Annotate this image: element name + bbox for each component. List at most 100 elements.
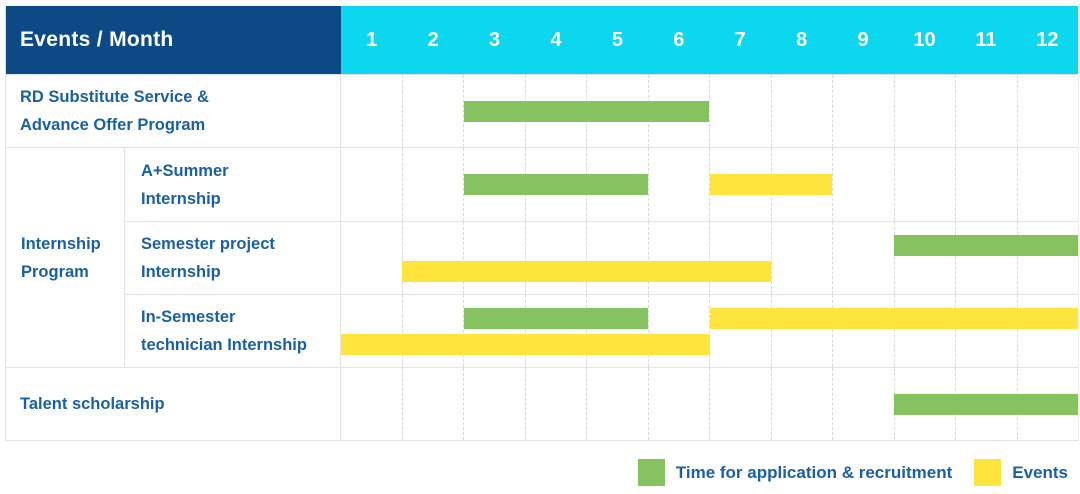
talent-scholarship-label-line: Talent scholarship — [20, 395, 165, 413]
bar-lanes — [341, 148, 1078, 221]
schedule-row-talent-scholarship: Talent scholarship — [6, 367, 1078, 440]
month-header-11: 11 — [975, 28, 997, 51]
month-cell-12 — [1016, 222, 1079, 294]
application-bar-months-10-12 — [893, 393, 1078, 415]
schedule-row-in-semester-technician-internship: In-Semester technician Internship — [125, 294, 1078, 367]
month-cell-11 — [955, 222, 1017, 294]
month-cell-7 — [709, 295, 771, 367]
events-month-header: Events / Month — [6, 6, 341, 74]
bar-lane — [341, 260, 1078, 282]
schedule-row-semester-project-internship: Semester project Internship — [125, 221, 1078, 294]
bar-lane — [341, 174, 1078, 195]
legend-label-event: Events — [1012, 462, 1068, 482]
a-summer-internship-label-line: Internship — [141, 189, 221, 208]
schedule-row-rd-substitute-service-advance-offer-program: RD Substitute Service & Advance Offer Pro… — [6, 74, 1078, 147]
month-header-9: 9 — [857, 28, 869, 51]
month-cell-9 — [832, 148, 894, 221]
month-grid-semester-project-internship — [341, 222, 1078, 294]
group-label-internship-program: Internship Program — [6, 148, 125, 367]
application-bar-months-3-5 — [463, 174, 649, 195]
rd-substitute-service-advance-offer-program-label-line: RD Substitute Service & — [20, 88, 209, 106]
bar-lanes — [341, 295, 1078, 367]
row-label-semester-project-internship: Semester project Internship — [125, 222, 341, 294]
bar-lanes — [341, 75, 1078, 147]
month-grid-a-summer-internship — [341, 148, 1078, 221]
month-cell-8 — [770, 75, 833, 147]
month-header-10: 10 — [913, 28, 936, 51]
application-bar-months-3-5 — [463, 307, 649, 329]
table-header-row: Events / Month 1 2 3 4 5 6 7 8 9 10 11 12 — [6, 6, 1078, 74]
schedule-group-internship-program: Internship Program A+Summer Internship Semes… — [6, 147, 1078, 367]
month-header-7: 7 — [734, 28, 746, 51]
month-cell-11 — [955, 75, 1017, 147]
month-header-2: 2 — [427, 28, 439, 51]
month-cell-6 — [647, 222, 710, 294]
internship-program-label-line: Internship — [21, 234, 101, 253]
month-cell-4 — [524, 368, 587, 440]
legend-swatch-application — [637, 459, 665, 486]
month-header-1: 1 — [366, 28, 378, 51]
legend-swatch-event — [974, 459, 1002, 486]
internship-program-label-line: Program — [21, 262, 89, 281]
semester-project-internship-label-line: Internship — [141, 263, 221, 281]
month-header-4: 4 — [550, 28, 562, 51]
month-cell-2 — [401, 222, 464, 294]
legend-label-application: Time for application & recruitment — [675, 462, 953, 482]
month-header-5: 5 — [611, 28, 623, 51]
month-header-8: 8 — [796, 28, 808, 51]
month-cell-9 — [832, 368, 894, 440]
month-cell-4 — [524, 295, 587, 367]
row-label-talent-scholarship: Talent scholarship — [6, 368, 341, 440]
row-label-in-semester-technician-internship: In-Semester technician Internship — [125, 295, 341, 367]
schedule-rows: RD Substitute Service & Advance Offer Pro… — [6, 74, 1078, 440]
month-cell-3 — [463, 368, 525, 440]
month-cell-8 — [770, 222, 833, 294]
row-label-rd-substitute-service-advance-offer-program: RD Substitute Service & Advance Offer Pro… — [6, 75, 341, 147]
month-cell-8 — [770, 368, 833, 440]
month-cell-11 — [955, 148, 1017, 221]
a-summer-internship-label-line: A+Summer — [141, 161, 229, 180]
month-cell-8 — [770, 295, 833, 367]
subrows-internship-program: A+Summer Internship Semester project Intern… — [125, 148, 1078, 367]
rd-substitute-service-advance-offer-program-label-line: Advance Offer Program — [20, 116, 206, 134]
month-cell-6 — [647, 368, 710, 440]
month-cell-3 — [463, 75, 525, 147]
month-cell-7 — [709, 222, 771, 294]
legend-item-event: Events — [974, 459, 1068, 486]
month-cell-7 — [709, 368, 771, 440]
month-header-3: 3 — [488, 28, 501, 51]
event-bar-months-7-12 — [709, 307, 1078, 329]
month-cell-7 — [709, 148, 771, 221]
month-gridlines — [341, 222, 1078, 294]
bar-lane — [341, 393, 1078, 415]
month-cell-2 — [401, 295, 464, 367]
month-cell-10 — [893, 75, 956, 147]
month-cell-4 — [524, 222, 587, 294]
row-label-a-summer-internship: A+Summer Internship — [125, 148, 341, 221]
in-semester-technician-internship-label-line: technician Internship — [141, 336, 307, 354]
month-grid-in-semester-technician-internship — [341, 295, 1078, 367]
month-cell-12 — [1016, 75, 1079, 147]
month-cell-5 — [586, 295, 648, 367]
month-cell-2 — [401, 75, 464, 147]
month-cell-10 — [893, 295, 956, 367]
month-cell-7 — [709, 75, 771, 147]
in-semester-technician-internship-label-line: In-Semester — [141, 308, 236, 326]
event-bar-months-7-8 — [709, 174, 833, 195]
month-cell-11 — [955, 295, 1017, 367]
bar-lane — [341, 234, 1078, 256]
month-cell-10 — [893, 148, 956, 221]
schedule-row-a-summer-internship: A+Summer Internship — [125, 148, 1078, 221]
month-grid-rd-substitute-service-advance-offer-program — [341, 75, 1078, 147]
month-header-12: 12 — [1036, 28, 1059, 51]
bar-lanes — [341, 368, 1078, 440]
application-bar-months-10-12 — [893, 234, 1078, 256]
month-cell-12 — [1016, 295, 1079, 367]
month-cell-3 — [463, 295, 525, 367]
bar-lane — [341, 333, 1078, 355]
month-cell-5 — [586, 222, 648, 294]
application-bar-months-3-6 — [463, 100, 710, 122]
event-bar-months-2-7 — [402, 260, 771, 282]
month-cell-2 — [401, 368, 464, 440]
